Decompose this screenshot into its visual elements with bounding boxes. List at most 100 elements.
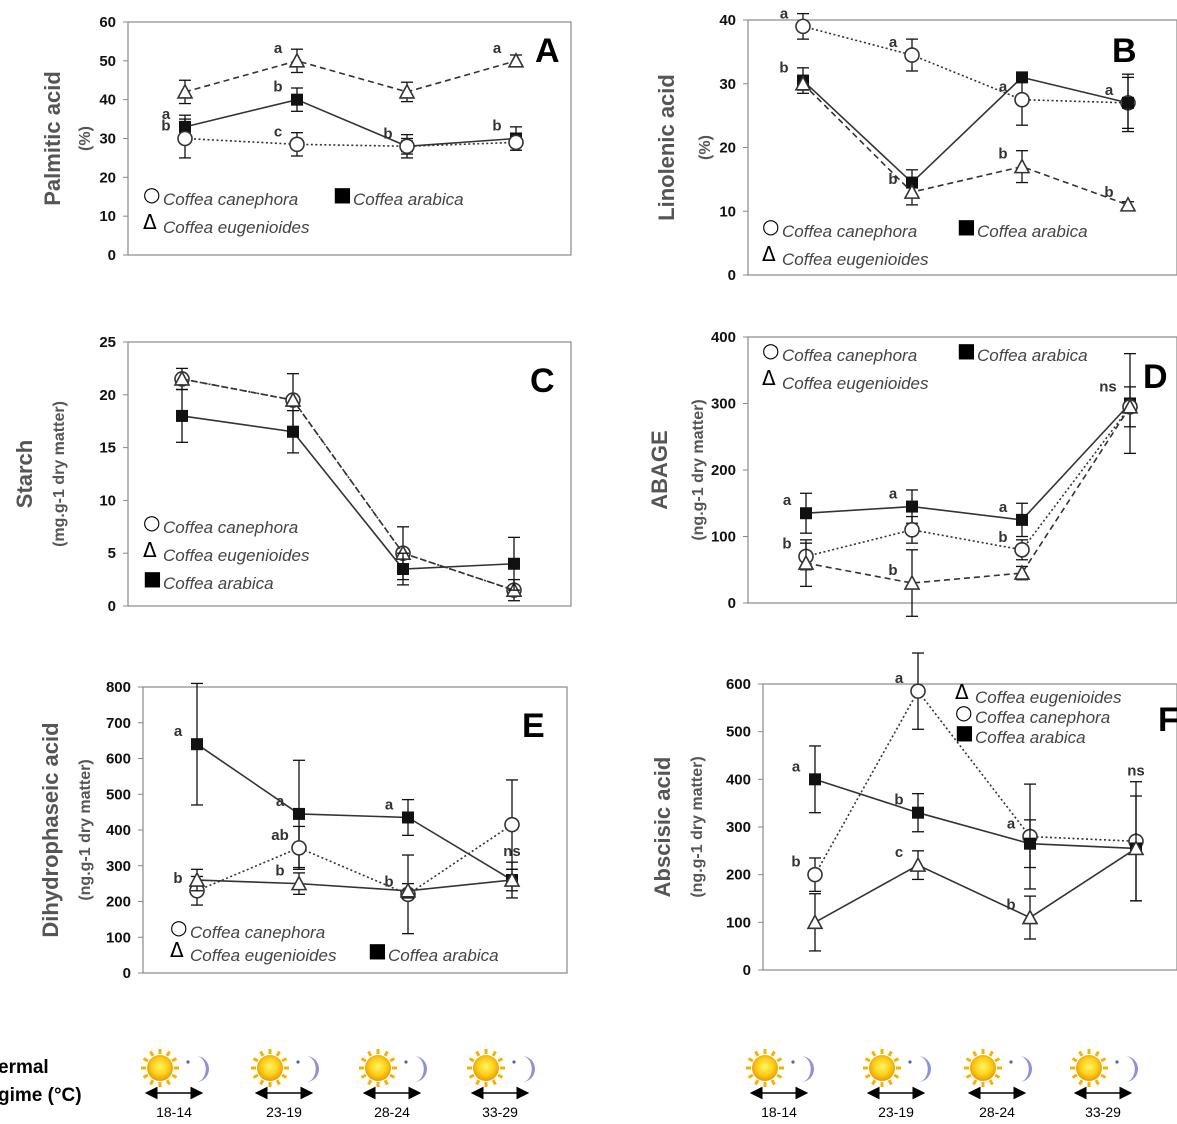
y-tick-label: 100 (726, 914, 751, 931)
y-tick-label: 400 (106, 822, 131, 839)
y-tick-label: 50 (99, 53, 116, 70)
sun-ray (281, 1073, 288, 1079)
sun-icon (365, 1055, 391, 1081)
sun-ray (1100, 1073, 1107, 1079)
data-point (188, 871, 206, 887)
sun-ray (1100, 1057, 1107, 1063)
series-line (181, 415, 515, 570)
regime-label: 23-19 (878, 1104, 914, 1120)
sun-icon (869, 1055, 895, 1081)
sun-ray (142, 1057, 149, 1063)
significance-label: ns (1127, 763, 1145, 780)
data-point (807, 866, 823, 883)
data-point (1021, 908, 1039, 925)
thermal-regime: ermal gime (°C) 18-14 23-19 28-24 33-29 18-14 2… (0, 1049, 1138, 1120)
significance-label: b (492, 118, 501, 135)
legend-entry: Coffea arabica (975, 728, 1086, 747)
moon-icon (414, 1056, 427, 1082)
y-axis-label: Abscisic acid (650, 757, 675, 898)
data-point (1016, 71, 1028, 84)
panel-letter: E (522, 707, 545, 745)
sun-moon-icon: 28-24 (964, 1049, 1032, 1120)
significance-label: b (791, 854, 800, 871)
legend-symbol: Δ (762, 242, 776, 266)
moon-icon (196, 1056, 209, 1082)
legend-symbol: ○ (762, 214, 779, 238)
significance-label: b (383, 125, 392, 142)
moon-icon (1125, 1056, 1138, 1082)
y-tick-label: 0 (743, 962, 751, 979)
y-axis-label: Linolenic acid (654, 74, 679, 221)
sun-ray (468, 1057, 475, 1063)
significance-label: a (999, 499, 1008, 516)
series-line (805, 406, 1131, 558)
y-axis-unit: (ng.g-1 dry matter) (77, 759, 94, 900)
data-point (800, 507, 812, 520)
star-dot (791, 1060, 795, 1064)
sun-moon-icon: 23-19 (251, 1049, 319, 1120)
star-dot (1009, 1060, 1013, 1064)
panel-letter: C (530, 362, 555, 400)
legend: ○ Coffea canephora ■ Coffea arabica Δ Coffea … (762, 214, 1088, 269)
legend-entry: Coffea arabica (353, 190, 464, 209)
series-coffea-eugenioides: b (188, 863, 521, 899)
sun-ray (965, 1057, 972, 1063)
regime-label: 18-14 (156, 1104, 192, 1120)
significance-label: b (1006, 897, 1015, 914)
star-dot (404, 1060, 408, 1064)
data-point (191, 738, 203, 751)
y-axis-unit: (ng.g-1 dry matter) (689, 756, 706, 897)
legend-entry: Coffea canephora (163, 190, 298, 209)
sun-ray (259, 1050, 265, 1057)
legend-entry: Coffea arabica (163, 574, 274, 593)
series-coffea-canephora: a a a a (780, 5, 1136, 130)
sun-ray (871, 1079, 877, 1086)
y-axis-unit: (mg.g-1 dry matter) (51, 401, 68, 547)
significance-label: a (1105, 82, 1114, 99)
data-point (291, 93, 303, 106)
y-tick-label: 10 (99, 492, 116, 509)
significance-label: a (162, 106, 171, 123)
y-tick-label: 100 (106, 929, 131, 946)
series-coffea-eugenioides: b (797, 398, 1139, 617)
significance-label: c (895, 844, 903, 861)
sun-ray (1071, 1057, 1078, 1063)
legend-symbol: Δ (955, 680, 969, 704)
data-point (1014, 541, 1030, 558)
y-tick-label: 20 (99, 387, 116, 404)
sun-ray (1071, 1073, 1078, 1079)
y-axis-label: Starch (12, 440, 37, 508)
sun-ray (475, 1050, 481, 1057)
data-point (399, 882, 417, 898)
regime-title: ermal (0, 1057, 49, 1078)
legend: Δ Coffea eugenioides○ Coffea canephora■ Cof… (955, 680, 1122, 747)
legend-symbol: ■ (333, 182, 352, 206)
y-tick-label: 200 (726, 867, 751, 884)
series-line (184, 60, 517, 93)
series-coffea-eugenioides: b b b (794, 75, 1137, 212)
y-tick-label: 300 (106, 858, 131, 875)
legend-entry: Coffea canephora (163, 518, 298, 537)
sun-ray (776, 1057, 783, 1063)
y-tick-label: 200 (711, 462, 736, 479)
y-tick-label: 40 (99, 92, 116, 109)
sun-ray (275, 1050, 281, 1057)
moon-icon (1019, 1056, 1032, 1082)
y-tick-label: 20 (99, 169, 116, 186)
sun-ray (747, 1073, 754, 1079)
sun-ray (149, 1050, 155, 1057)
significance-label: a (999, 79, 1008, 96)
sun-ray (367, 1050, 373, 1057)
y-tick-label: 0 (108, 247, 116, 264)
legend-symbol: Δ (170, 938, 184, 962)
sun-ray (972, 1050, 978, 1057)
data-point (903, 574, 921, 590)
data-point (289, 136, 305, 153)
series-coffea-arabica (176, 388, 520, 591)
series-line (814, 689, 1137, 876)
